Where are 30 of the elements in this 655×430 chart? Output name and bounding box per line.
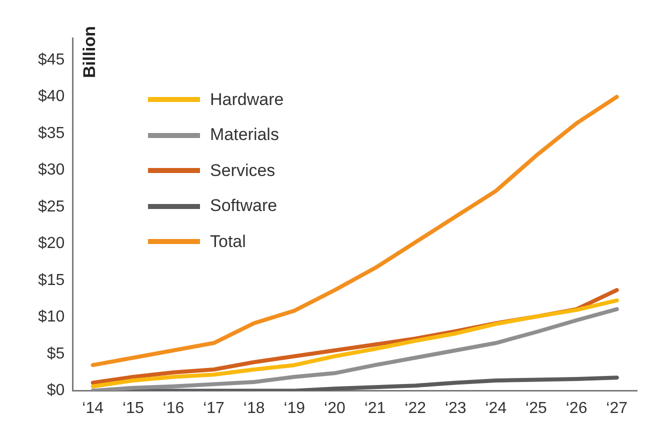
y-tick-label: $45 xyxy=(38,51,65,68)
x-tick-label: ‘22 xyxy=(404,400,426,417)
y-tick-label: $0 xyxy=(46,382,65,400)
x-tick-label: ‘20 xyxy=(324,400,346,417)
x-tick-label: ‘25 xyxy=(526,400,548,417)
x-tick-label: ‘15 xyxy=(122,400,144,417)
legend-label: Services xyxy=(210,160,276,181)
x-tick-label: ‘27 xyxy=(606,400,628,417)
x-tick-label: ‘16 xyxy=(162,400,184,417)
y-tick-label: $20 xyxy=(38,235,65,252)
y-tick-label: $15 xyxy=(38,272,65,289)
legend-label: Software xyxy=(210,196,278,216)
legend-label: Total xyxy=(210,232,246,252)
y-tick-label: $30 xyxy=(38,162,65,179)
x-tick-label: ‘17 xyxy=(203,400,225,417)
legend-label: Hardware xyxy=(210,90,284,110)
legend-label: Materials xyxy=(210,125,279,146)
y-tick-label: $40 xyxy=(38,88,65,106)
y-tick-label: $10 xyxy=(38,308,65,326)
y-tick-label: $25 xyxy=(38,198,65,216)
y-tick-label: $5 xyxy=(46,345,65,362)
x-tick-label: ‘19 xyxy=(284,400,306,417)
y-axis-title: Billion xyxy=(80,26,100,78)
x-tick-label: ‘23 xyxy=(444,400,466,417)
x-tick-label: ‘24 xyxy=(485,400,507,417)
x-tick-label: ‘18 xyxy=(243,400,265,417)
x-tick-label: ‘26 xyxy=(566,400,588,417)
x-tick-label: ‘21 xyxy=(364,400,386,417)
y-tick-label: $35 xyxy=(38,124,65,142)
x-tick-label: ‘14 xyxy=(82,400,104,417)
